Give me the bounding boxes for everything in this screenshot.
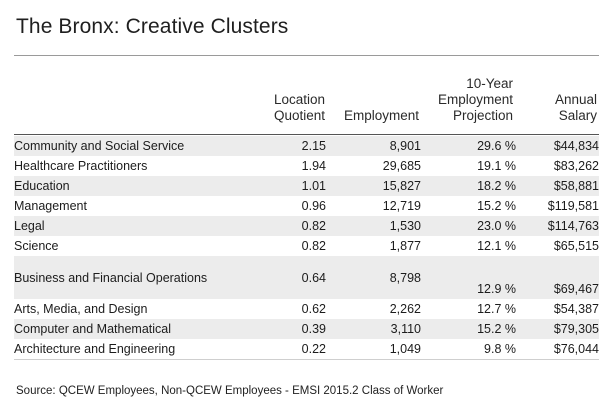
table-header: Location Quotient Employment 10-Year Emp… [14,56,599,134]
employment: 1,530 [326,216,421,236]
projection: 12.1 % [477,239,516,253]
annual-salary: $83,262 [553,159,599,173]
header-line: Employment [343,108,419,123]
table-row: Science 0.82 1,877 12.1 % $65,515 [14,236,599,256]
projection: 18.2 % [421,176,516,196]
table-row: Computer and Mathematical 0.39 3,110 15.… [14,319,599,339]
source-note: Source: QCEW Employees, Non-QCEW Employe… [16,385,444,397]
header-line: Employment [437,92,513,107]
location-quotient: 0.62 [301,302,326,316]
location-quotient: 0.82 [252,216,326,236]
projection: 12.7 % [477,302,516,316]
location-quotient: 1.94 [301,159,326,173]
projection: 15.2 % [477,199,516,213]
page-title: The Bronx: Creative Clusters [16,15,289,38]
table-row: Community and Social Service 2.15 8,901 … [14,136,599,156]
header-line: 10-Year [466,76,513,91]
cluster-name: Business and Financial Operations [14,256,252,299]
header-projection: 10-Year Employment Projection [438,76,513,124]
header-line: Quotient [273,108,325,123]
projection: 29.6 % [421,136,516,156]
cluster-name: Education [14,176,252,196]
header-line: Salary [558,108,597,123]
header-line: Annual [554,92,597,107]
location-quotient: 0.96 [301,199,326,213]
cluster-name: Legal [14,216,252,236]
location-quotient: 0.82 [301,239,326,253]
employment: 15,827 [326,176,421,196]
employment: 2,262 [389,302,421,316]
header-employment: Employment [344,108,419,124]
employment: 1,877 [389,239,421,253]
cluster-name: Architecture and Engineering [14,342,176,356]
header-line: Projection [452,108,513,123]
location-quotient: 0.39 [252,319,326,339]
annual-salary: $54,387 [553,302,599,316]
annual-salary: $119,581 [547,199,599,213]
table-row: Business and Financial Operations 0.64 8… [14,256,599,299]
annual-salary: $69,467 [516,256,599,299]
employment: 8,798 [326,256,421,299]
projection: 19.1 % [477,159,516,173]
table-row: Architecture and Engineering 0.22 1,049 … [14,339,599,359]
cluster-name: Community and Social Service [14,136,252,156]
table-row: Healthcare Practitioners 1.94 29,685 19.… [14,156,599,176]
projection: 23.0 % [421,216,516,236]
projection: 12.9 % [421,256,516,299]
annual-salary: $44,834 [516,136,599,156]
cluster-name: Arts, Media, and Design [14,302,148,316]
table-row: Legal 0.82 1,530 23.0 % $114,763 [14,216,599,236]
location-quotient: 0.64 [252,256,326,299]
table-row: Education 1.01 15,827 18.2 % $58,881 [14,176,599,196]
header-divider [14,134,599,135]
annual-salary: $76,044 [553,342,599,356]
annual-salary: $114,763 [516,216,599,236]
top-divider [14,55,599,56]
clusters-table: Community and Social Service 2.15 8,901 … [14,136,599,359]
table-row: Arts, Media, and Design 0.62 2,262 12.7 … [14,299,599,319]
header-location-quotient: Location Quotient [274,92,325,124]
employment: 12,719 [382,199,421,213]
employment: 8,901 [326,136,421,156]
employment: 29,685 [382,159,421,173]
bottom-divider [14,359,599,360]
projection: 9.8 % [484,342,516,356]
location-quotient: 1.01 [252,176,326,196]
annual-salary: $58,881 [516,176,599,196]
annual-salary: $65,515 [553,239,599,253]
cluster-name: Healthcare Practitioners [14,159,148,173]
employment: 1,049 [389,342,421,356]
projection: 15.2 % [421,319,516,339]
employment: 3,110 [326,319,421,339]
header-salary: Annual Salary [555,92,597,124]
cluster-name: Management [14,199,87,213]
location-quotient: 0.22 [301,342,326,356]
header-line: Location [273,92,325,107]
cluster-name: Computer and Mathematical [14,319,252,339]
table-row: Management 0.96 12,719 15.2 % $119,581 [14,196,599,216]
cluster-name: Science [14,239,59,253]
location-quotient: 2.15 [252,136,326,156]
annual-salary: $79,305 [516,319,599,339]
